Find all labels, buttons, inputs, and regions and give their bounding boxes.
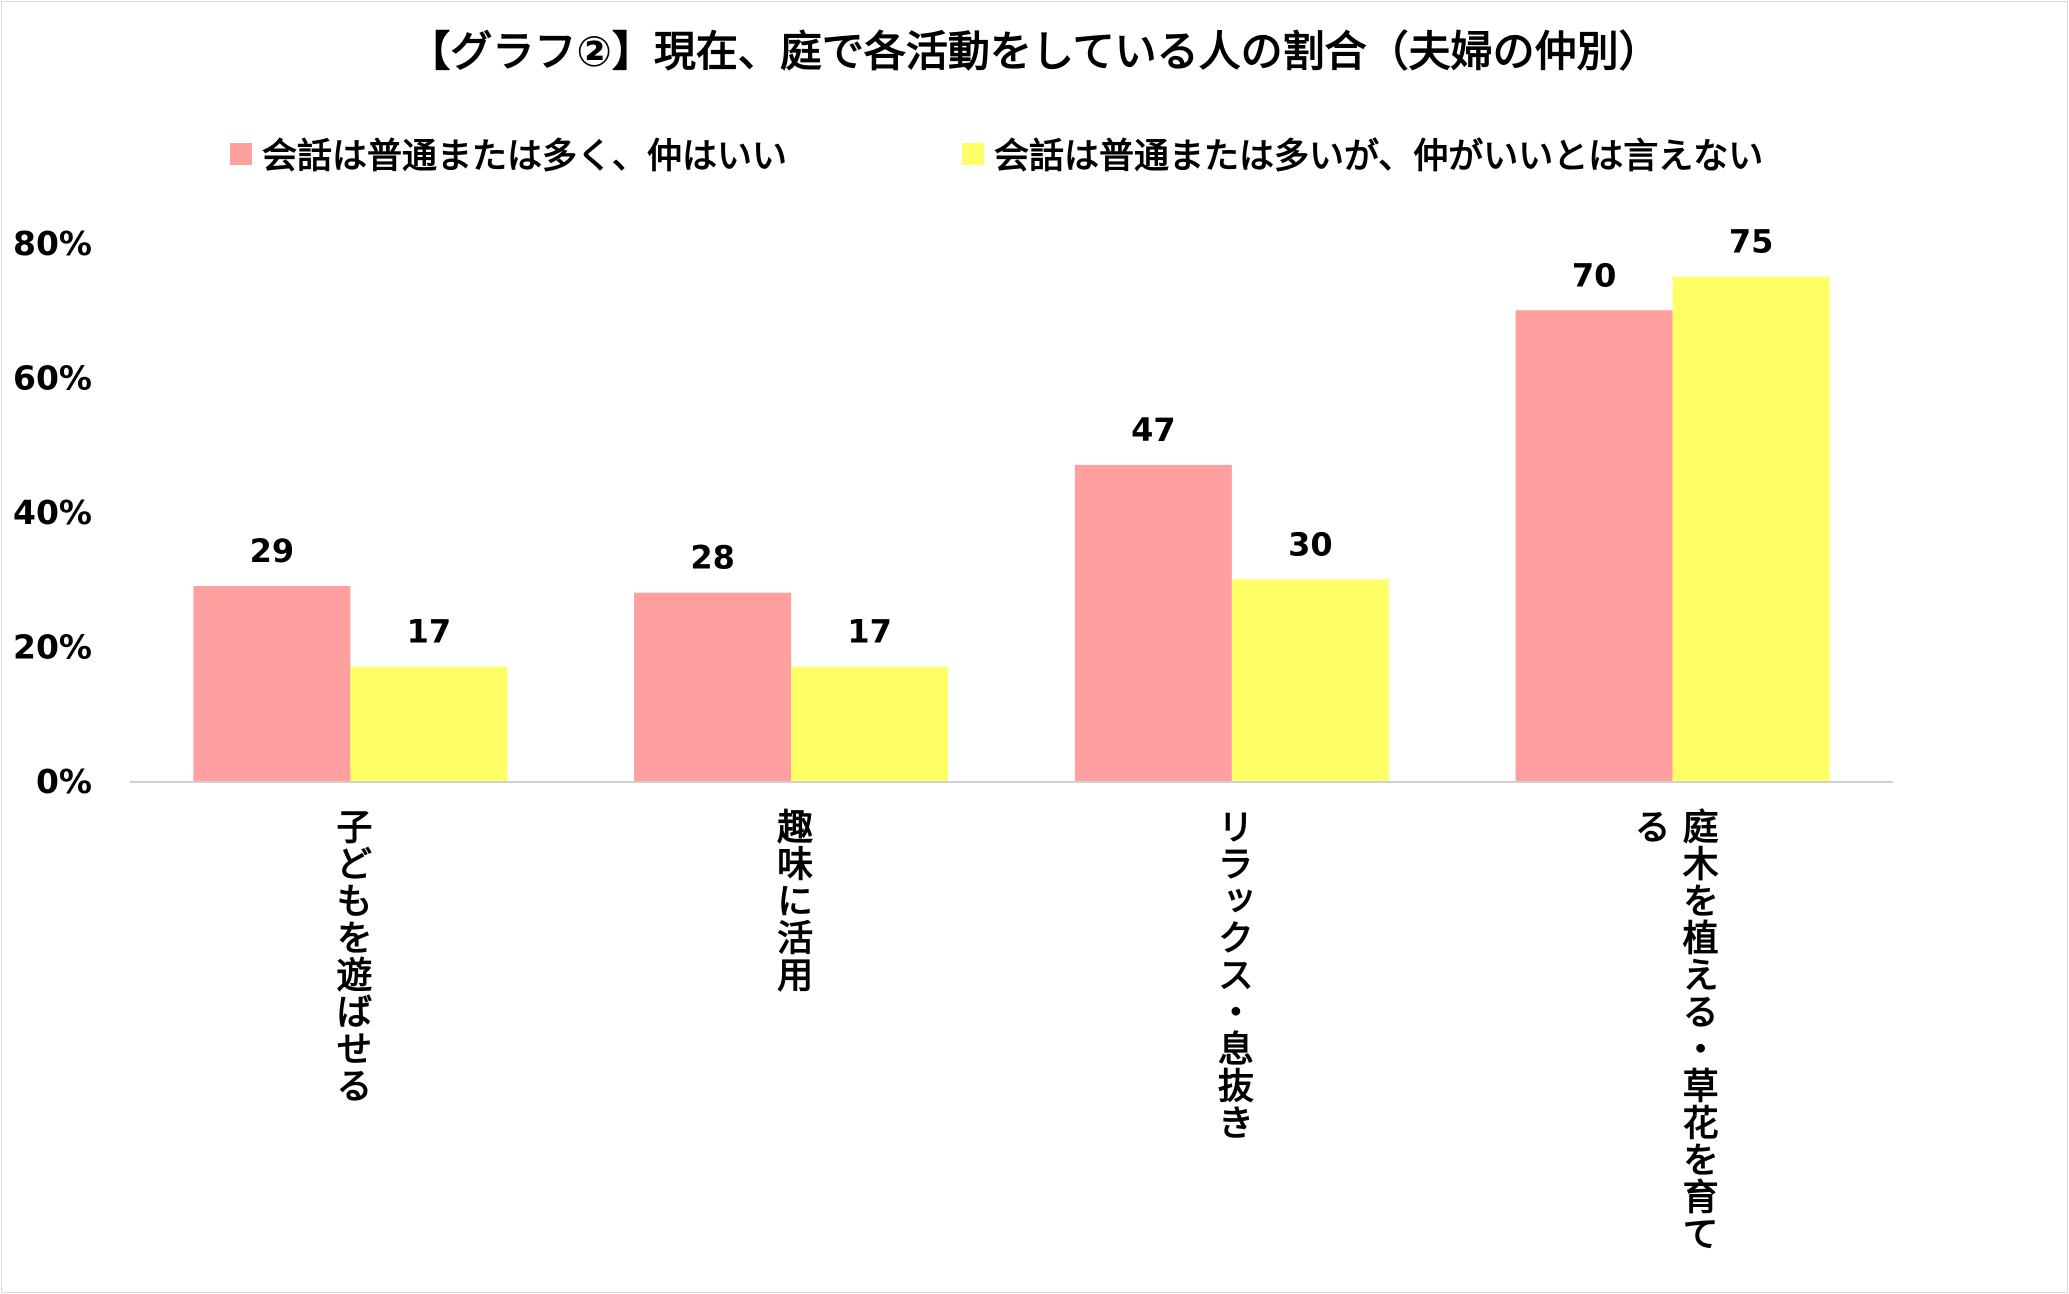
x-category-label: 子どもを遊ばせる [330,808,372,1104]
x-category-label: 趣味に活用 [771,808,813,993]
bar-series-1-1 [193,585,351,781]
legend-label-series-1: 会話は普通または多く、仲はいい [262,137,788,177]
data-label-series-1-2: 28 [690,539,735,577]
y-tick-label: 60% [13,359,92,398]
y-tick-label: 20% [13,628,92,667]
y-tick-label: 80% [13,224,92,263]
chart-title: 【グラフ②】現在、庭で各活動をしている人の割合（夫婦の仲別） [408,27,1661,76]
legend-swatch-series-1 [230,142,252,165]
data-label-series-1-1: 29 [250,532,295,570]
data-label-series-1-4: 70 [1572,256,1617,294]
legend-item-series-1: 会話は普通または多く、仲はいい [230,128,787,179]
legend-label-series-2: 会話は普通または多いが、仲がいいとは言えない [994,137,1764,177]
data-label-series-2-2: 17 [847,613,892,651]
x-category-label: 庭木を植える・草花を育てる [1628,808,1718,1252]
bar-series-1-3 [1074,464,1232,781]
bar-series-1-4 [1515,310,1673,781]
data-label-series-1-3: 47 [1131,411,1176,449]
bar-series-2-4 [1672,276,1830,781]
bar-series-2-3 [1231,579,1389,781]
data-label-series-2-3: 30 [1288,525,1333,563]
y-tick-label: 40% [13,493,92,532]
legend-swatch-series-2 [962,142,984,165]
x-category-label: リラックス・息抜き [1211,808,1253,1141]
legend-item-series-2: 会話は普通または多いが、仲がいいとは言えない [962,128,1763,179]
data-label-series-2-1: 17 [407,613,452,651]
bar-series-2-2 [791,666,949,781]
legend: 会話は普通または多く、仲はいい 会話は普通または多いが、仲がいいとは言えない [0,128,2069,188]
data-label-series-2-4: 75 [1729,223,1774,261]
y-tick-label: 0% [36,762,92,801]
bar-series-1-2 [634,592,792,781]
bar-series-2-1 [350,666,508,781]
